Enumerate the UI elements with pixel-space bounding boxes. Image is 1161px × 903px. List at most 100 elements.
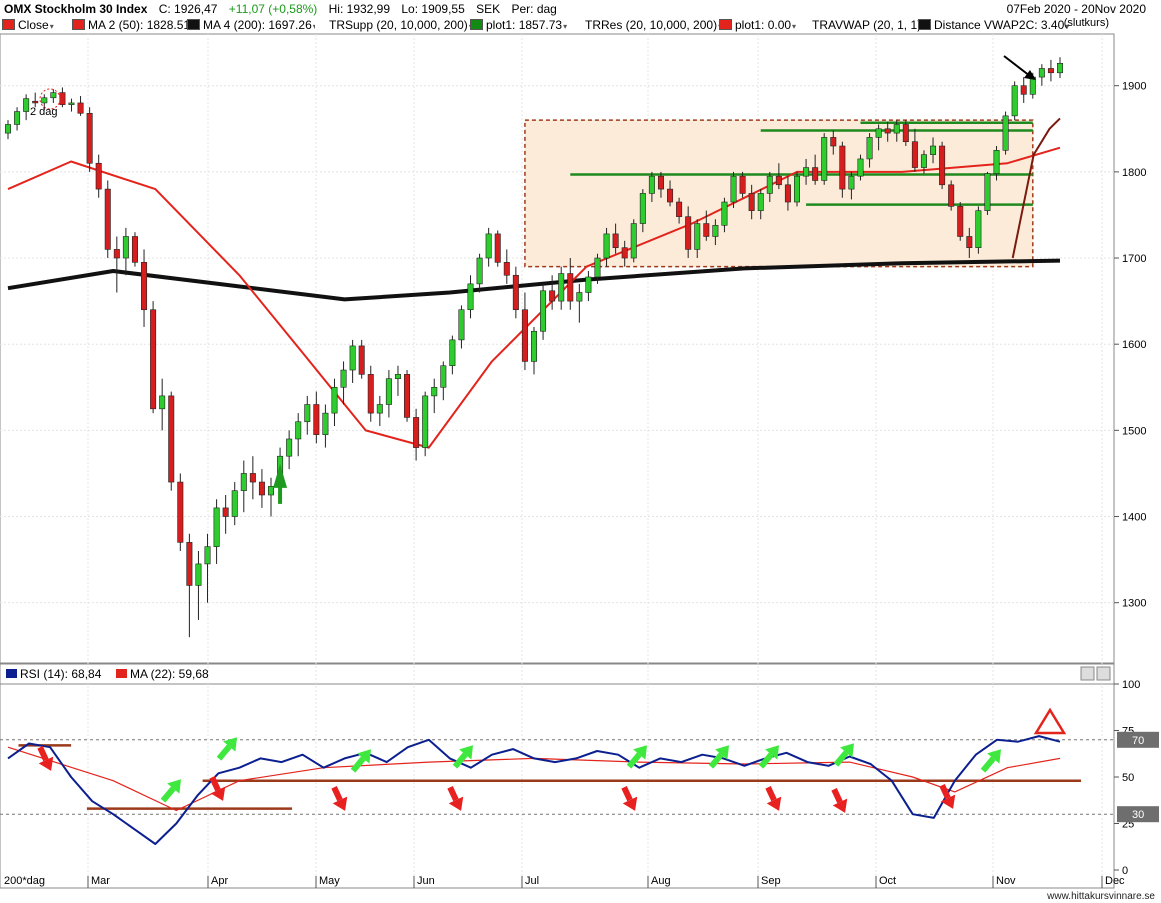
- candle-body: [141, 262, 148, 311]
- rsi-legend-item[interactable]: MA (22): 59,68: [116, 667, 209, 681]
- candle-body: [1002, 115, 1009, 151]
- candle: [322, 404, 329, 448]
- candle-body: [268, 486, 274, 496]
- candle: [68, 98, 75, 112]
- window-icon: [1096, 666, 1111, 681]
- candle: [1057, 57, 1063, 78]
- legend-item[interactable]: Close▾: [2, 18, 54, 32]
- legend-label: Distance VWAP2C: 3.40: [934, 18, 1065, 32]
- candle: [893, 120, 900, 142]
- legend-item[interactable]: TRSupp (20, 10,000, 200) ▾: [315, 18, 473, 32]
- candle-body: [1047, 68, 1054, 74]
- candle-body: [812, 167, 819, 181]
- candle: [812, 154, 819, 185]
- candle: [340, 361, 347, 405]
- y-tick-label: 1900: [1122, 81, 1146, 93]
- red-arrow-icon: [940, 794, 956, 809]
- candle: [1047, 59, 1054, 82]
- legend-item[interactable]: MA 2 (50): 1828.51▾: [72, 18, 195, 32]
- legend-swatch: [6, 669, 17, 679]
- green-arrow-icon: [758, 752, 774, 769]
- candle-body: [839, 145, 846, 190]
- red-arrow-icon: [331, 786, 343, 802]
- candle: [884, 121, 891, 142]
- candle: [703, 210, 710, 241]
- candle: [630, 219, 637, 263]
- chevron-down-icon[interactable]: ▾: [563, 22, 568, 31]
- legend-item[interactable]: plot1: 1857.73▾: [470, 18, 567, 32]
- green-arrow-icon: [633, 745, 647, 760]
- chevron-down-icon[interactable]: ▾: [1065, 22, 1070, 31]
- legend-item[interactable]: TRRes (20, 10,000, 200)▾: [571, 18, 722, 32]
- candle-body: [186, 542, 193, 586]
- candle-body: [966, 236, 973, 248]
- candle-body: [286, 438, 293, 457]
- rsi-tick-label: 0: [1122, 865, 1128, 877]
- chevron-down-icon[interactable]: ▾: [792, 22, 797, 31]
- red-arrow-icon: [447, 786, 464, 811]
- candle: [839, 141, 846, 198]
- candle-body: [920, 154, 927, 168]
- rsi-legend: RSI (14): 68,84 MA (22): 59,68: [6, 666, 1076, 682]
- green-arrow-icon: [708, 752, 724, 769]
- chevron-down-icon[interactable]: ▾: [49, 22, 54, 31]
- candle: [803, 158, 810, 185]
- candle-body: [213, 507, 220, 547]
- candle-body: [95, 162, 102, 190]
- tools-icon: [1080, 666, 1095, 681]
- green-arrow-icon: [357, 749, 371, 764]
- candle-body: [331, 386, 338, 414]
- rsi-tick-label: 100: [1122, 679, 1140, 691]
- candle-body: [476, 257, 483, 285]
- legend-item[interactable]: TRAVWAP (20, 1, 1)▾: [798, 18, 926, 32]
- candle-body: [1020, 85, 1027, 95]
- candle-body: [431, 386, 438, 397]
- green-arrow-icon: [840, 743, 854, 758]
- candle-body: [784, 184, 791, 203]
- candle-body: [721, 201, 728, 226]
- candle: [721, 197, 728, 233]
- red-arrow-icon: [37, 746, 49, 762]
- candle: [95, 154, 102, 198]
- candle: [748, 184, 755, 220]
- rsi-level-label: 70: [1132, 735, 1144, 747]
- green-arrow-icon: [167, 779, 181, 794]
- candle: [585, 270, 592, 302]
- candle: [113, 236, 120, 293]
- candle: [141, 249, 148, 327]
- candle: [177, 473, 184, 551]
- candle-body: [222, 507, 229, 517]
- green-arrow-icon: [160, 786, 176, 803]
- candle-body: [748, 193, 755, 211]
- candle-body: [422, 395, 429, 448]
- legend-item[interactable]: Distance VWAP2C: 3.40▾: [918, 18, 1069, 32]
- legend-item[interactable]: plot1: 0.00▾: [719, 18, 796, 32]
- legend-swatch: [571, 20, 582, 30]
- candle-body: [648, 175, 655, 194]
- candle: [694, 219, 701, 259]
- candle-body: [803, 167, 810, 177]
- candle: [14, 107, 21, 131]
- candle-body: [948, 184, 955, 207]
- footer-site: www.hittakursvinnare.se: [1047, 891, 1155, 902]
- rsi-legend-item[interactable]: RSI (14): 68,84: [6, 667, 101, 681]
- candle: [920, 150, 927, 174]
- green-arrow-icon: [708, 745, 729, 769]
- candle-body: [567, 273, 574, 302]
- pointer-arrow-icon: [1003, 55, 1031, 77]
- x-tick-label: Dec: [1105, 875, 1125, 887]
- candle-body: [694, 223, 701, 250]
- slutkurs-label: (slutkurs): [1063, 17, 1109, 29]
- candle: [159, 378, 166, 431]
- candle-body: [612, 233, 619, 248]
- candle: [1020, 77, 1027, 103]
- candle: [331, 378, 338, 427]
- candle-body: [503, 262, 510, 276]
- legend-item[interactable]: MA 4 (200): 1697.26▾: [187, 18, 317, 32]
- chevron-down-icon[interactable]: ▾: [313, 22, 317, 31]
- candle-body: [775, 175, 782, 186]
- candle-body: [14, 111, 21, 125]
- green-arrow-icon: [452, 752, 468, 769]
- period: Per: dag: [511, 2, 557, 16]
